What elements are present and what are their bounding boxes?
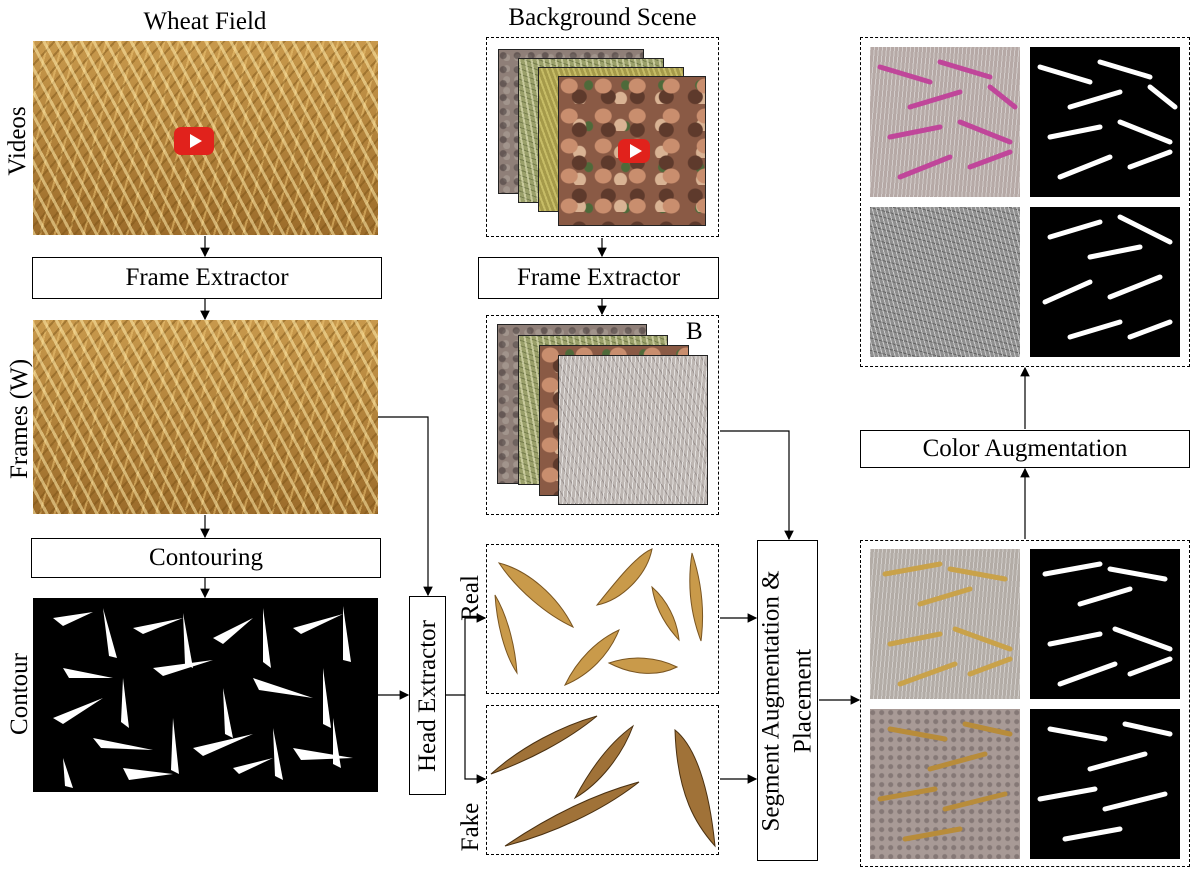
contour-mask-image [33,598,378,792]
real-segments-drawing [494,548,704,686]
mauve-mask-image [1030,709,1180,859]
youtube-play-icon [618,139,650,163]
fake-segments-panel [486,705,719,855]
wheat-field-title: Wheat Field [143,8,267,35]
pink-heads-drawing [877,59,1018,180]
arrow-head-to-fake [464,695,487,784]
b-label: B [686,318,703,345]
color-augmentation-box: Color Augmentation [860,430,1190,468]
gray-mask-drawing [1042,214,1173,340]
bg-video-layer-4 [558,76,706,226]
mauve-placement-image [870,709,1020,859]
background-scene-title: Background Scene [508,4,697,31]
background-frames-panel: B [486,315,719,515]
frame-extractor-right-box: Frame Extractor [478,257,719,299]
youtube-play-icon [174,127,214,155]
gold-heads-drawing [882,561,1013,687]
placement-output-panel [860,540,1190,867]
mauve-heads-drawing [877,721,1013,842]
segment-augmentation-box: Segment Augmentation & Placement [757,540,818,861]
gold-mask-image [1030,549,1180,699]
wheat-frame-image [33,320,378,514]
gold-mask-drawing [1042,561,1173,687]
contour-shapes [53,606,353,788]
wheat-video-image [33,41,378,235]
contouring-box: Contouring [31,538,381,578]
arrow-frames-to-head-extractor [378,416,433,597]
background-videos-panel [486,37,719,237]
color-augmented-panel [860,37,1190,367]
frame-extractor-left-box: Frame Extractor [32,257,382,299]
mauve-mask-drawing [1037,721,1173,842]
gold-placement-image [870,549,1020,699]
pink-mask-drawing [1037,59,1178,180]
arrow-head-to-real [446,613,487,696]
head-extractor-box: Head Extractor [409,596,446,795]
arrow-bgframes-to-placement [720,430,794,541]
fake-segments-drawing [490,715,716,848]
real-segments-panel [486,544,719,694]
bg-frame-layer-4 [558,355,708,505]
gray-mask-image [1030,207,1180,357]
gray-augmented-image [870,207,1020,357]
pink-augmented-image [870,47,1020,197]
pink-mask-image [1030,47,1180,197]
